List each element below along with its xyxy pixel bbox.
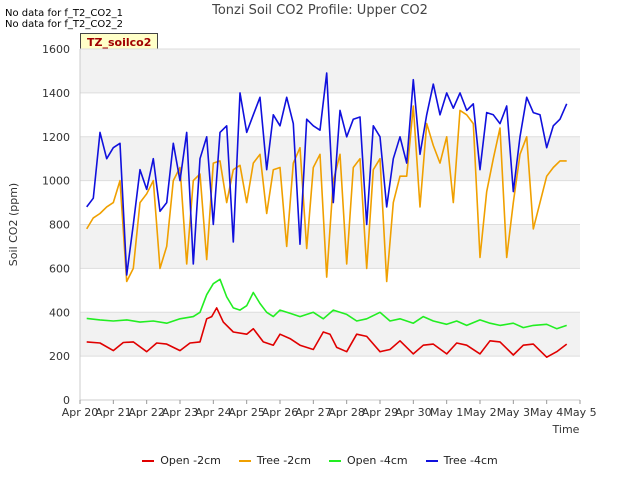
series-line-1 (86, 105, 567, 283)
x-tick-label: May 1 (430, 406, 463, 419)
legend-item-2: Open -4cm (329, 454, 408, 467)
legend-swatch-1 (238, 460, 251, 462)
legend-swatch-0 (142, 460, 155, 462)
x-tick-label: Apr 24 (195, 406, 232, 419)
x-tick-label: Apr 20 (62, 406, 99, 419)
grid-band (80, 49, 580, 93)
x-tick-label: Apr 28 (328, 406, 365, 419)
x-tick-label: May 2 (463, 406, 496, 419)
x-tick-label: Apr 26 (262, 406, 299, 419)
chart-legend: Open -2cm Tree -2cm Open -4cm Tree -4cm (0, 454, 640, 467)
chart-title: Tonzi Soil CO2 Profile: Upper CO2 (212, 3, 428, 18)
x-tick-label: May 3 (497, 406, 530, 419)
x-tick-label: May 5 (563, 406, 596, 419)
x-tick-label: Apr 27 (295, 406, 332, 419)
y-tick-label: 200 (49, 350, 70, 363)
y-axis-label: Soil CO2 (ppm) (7, 183, 20, 266)
series-line-0 (86, 307, 568, 359)
legend-label-0: Open -2cm (160, 454, 221, 467)
site-badge: TZ_soilco2 (80, 33, 159, 52)
y-tick-label: 600 (49, 262, 70, 275)
legend-item-3: Tree -4cm (425, 454, 498, 467)
x-tick-label: Apr 22 (128, 406, 165, 419)
x-tick-label: Apr 29 (362, 406, 399, 419)
legend-label-3: Tree -4cm (443, 454, 498, 467)
legend-label-1: Tree -2cm (256, 454, 311, 467)
x-tick-label: Apr 30 (395, 406, 432, 419)
series-line-3 (86, 72, 568, 276)
legend-label-2: Open -4cm (347, 454, 408, 467)
no-data-message-1: No data for f_T2_CO2_1 (5, 8, 123, 19)
legend-swatch-2 (329, 460, 341, 462)
x-tick-label: Apr 23 (162, 406, 199, 419)
legend-item-1: Tree -2cm (238, 454, 311, 467)
series-line-2 (86, 278, 567, 330)
legend-swatch-3 (425, 460, 438, 462)
x-tick-label: Apr 21 (95, 406, 132, 419)
y-tick-label: 400 (49, 306, 70, 319)
y-tick-label: 800 (49, 219, 70, 232)
y-tick-label: 1600 (42, 43, 70, 56)
x-axis-label: Time (552, 423, 580, 436)
y-tick-label: 0 (63, 394, 70, 407)
x-tick-label: May 4 (530, 406, 563, 419)
y-tick-label: 1200 (42, 131, 70, 144)
legend-item-0: Open -2cm (142, 454, 221, 467)
y-tick-label: 1000 (42, 175, 70, 188)
x-tick-label: Apr 25 (228, 406, 265, 419)
no-data-message-2: No data for f_T2_CO2_2 (5, 19, 123, 30)
y-tick-label: 1400 (42, 87, 70, 100)
